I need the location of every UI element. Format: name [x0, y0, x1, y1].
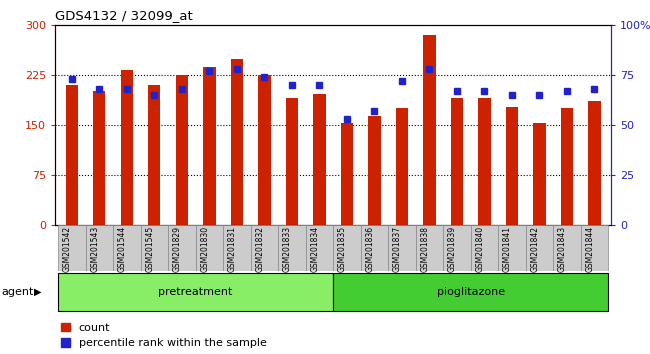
Text: GSM201840: GSM201840 [475, 226, 484, 272]
Bar [86, 225, 113, 271]
Bar [333, 225, 361, 271]
Bar [341, 123, 353, 225]
Bar [148, 85, 161, 225]
Bar [231, 59, 243, 225]
Bar [203, 67, 216, 225]
Text: GSM201843: GSM201843 [558, 226, 567, 272]
Bar [388, 225, 415, 271]
Bar [251, 225, 278, 271]
Bar [58, 225, 86, 271]
Bar [140, 225, 168, 271]
Bar [478, 98, 491, 225]
Bar [93, 91, 105, 225]
Text: GSM201543: GSM201543 [90, 226, 99, 273]
Text: GSM201844: GSM201844 [586, 226, 595, 272]
Legend: count, percentile rank within the sample: count, percentile rank within the sample [61, 322, 266, 348]
Bar [396, 108, 408, 225]
Bar [168, 225, 196, 271]
Text: GSM201834: GSM201834 [310, 226, 319, 272]
Text: GSM201831: GSM201831 [228, 226, 237, 272]
Bar [285, 98, 298, 225]
Bar [471, 225, 498, 271]
Text: GSM201842: GSM201842 [530, 226, 540, 272]
Bar [553, 225, 580, 271]
Text: GSM201836: GSM201836 [365, 226, 374, 272]
Text: pretreatment: pretreatment [159, 287, 233, 297]
Text: GSM201542: GSM201542 [63, 226, 72, 272]
Bar [113, 225, 140, 271]
Bar [258, 75, 270, 225]
Text: GSM201837: GSM201837 [393, 226, 402, 272]
Bar [423, 35, 436, 225]
Text: GSM201835: GSM201835 [338, 226, 347, 272]
Bar [58, 273, 333, 311]
Bar [121, 70, 133, 225]
Text: GSM201838: GSM201838 [421, 226, 430, 272]
Bar [361, 225, 388, 271]
Bar [533, 123, 545, 225]
Text: GSM201839: GSM201839 [448, 226, 457, 272]
Bar [580, 225, 608, 271]
Text: pioglitazone: pioglitazone [437, 287, 505, 297]
Bar [588, 102, 601, 225]
Text: GSM201833: GSM201833 [283, 226, 292, 272]
Text: GSM201832: GSM201832 [255, 226, 265, 272]
Bar [278, 225, 306, 271]
Text: GDS4132 / 32099_at: GDS4132 / 32099_at [55, 9, 193, 22]
Text: agent: agent [1, 287, 34, 297]
Bar [223, 225, 251, 271]
Text: GSM201829: GSM201829 [173, 226, 182, 272]
Bar [368, 116, 381, 225]
Bar [313, 94, 326, 225]
Bar [498, 225, 526, 271]
Bar [450, 98, 463, 225]
Text: GSM201841: GSM201841 [503, 226, 512, 272]
Bar [561, 108, 573, 225]
Bar [415, 225, 443, 271]
Bar [196, 225, 223, 271]
Bar [526, 225, 553, 271]
Bar [176, 75, 188, 225]
Bar [443, 225, 471, 271]
Bar [306, 225, 333, 271]
Bar [333, 273, 608, 311]
Text: GSM201544: GSM201544 [118, 226, 127, 273]
Text: GSM201545: GSM201545 [146, 226, 154, 273]
Text: GSM201830: GSM201830 [200, 226, 209, 272]
Bar [506, 108, 518, 225]
Bar [66, 85, 78, 225]
Text: ▶: ▶ [34, 287, 42, 297]
